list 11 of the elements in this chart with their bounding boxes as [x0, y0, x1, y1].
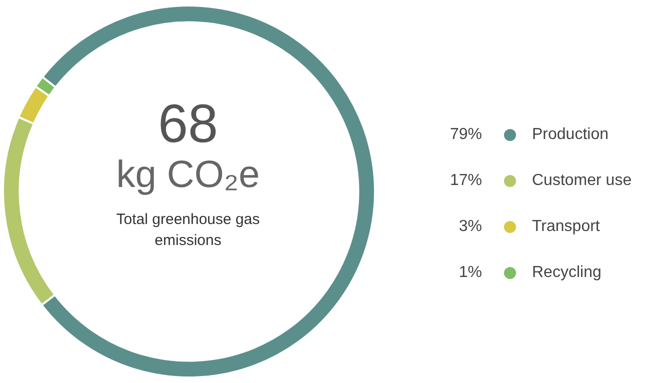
legend-label: Recycling — [532, 264, 602, 282]
data-label: 3% — [458, 218, 482, 236]
data-label: 1% — [458, 264, 482, 282]
legend-label: Customer use — [532, 172, 632, 190]
legend-label: Production — [532, 126, 608, 144]
data-label: 17% — [448, 172, 482, 190]
text: Total greenhouse gas emissions — [115, 210, 261, 251]
data-label: 79% — [448, 126, 482, 144]
text: 68 — [156, 94, 220, 154]
legend-label: Transport — [532, 218, 600, 236]
text: kg CO₂e — [115, 153, 261, 197]
